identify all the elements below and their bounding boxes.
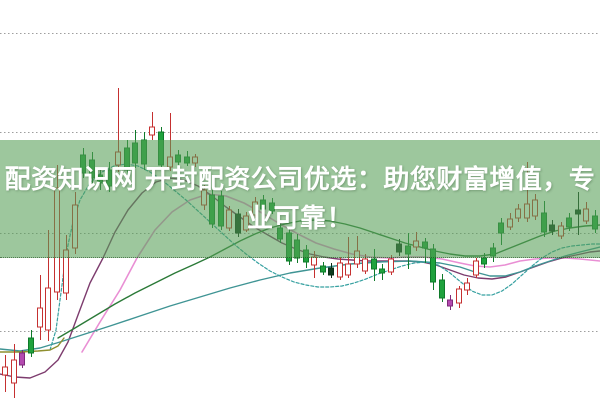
promo-banner-line-1: 配资知识网 开封配资公司优选：助您财富增值，专 xyxy=(4,163,596,194)
promo-banner-text: 配资知识网 开封配资公司优选：助您财富增值，专 业可靠！ xyxy=(0,160,600,238)
promo-banner-overlay: 配资知识网 开封配资公司优选：助您财富增值，专 业可靠！ xyxy=(0,140,600,258)
promo-banner-line-2: 业可靠！ xyxy=(246,202,353,233)
